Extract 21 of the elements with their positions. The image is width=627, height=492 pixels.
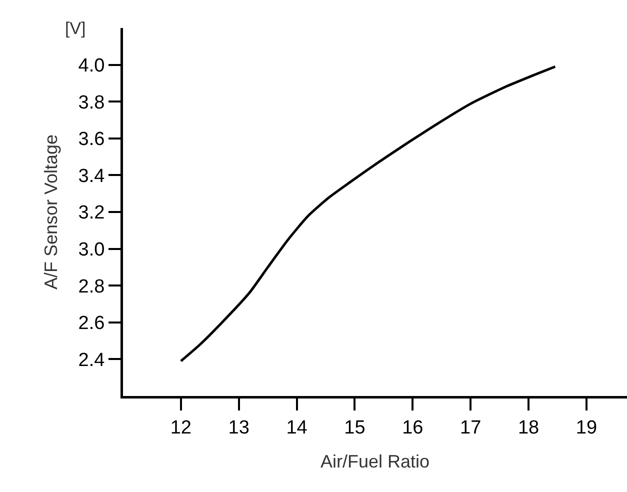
x-tick-label: 12 <box>170 417 192 438</box>
x-tick-label: 16 <box>402 417 424 438</box>
y-tick-label: 3.8 <box>78 92 105 114</box>
x-tick-label: 17 <box>460 417 482 438</box>
x-axis-title: Air/Fuel Ratio <box>320 452 430 472</box>
y-tick-label: 2.4 <box>78 350 106 371</box>
x-tick-label: 14 <box>286 417 308 438</box>
y-tick-label: 2.8 <box>78 276 105 298</box>
y-tick-label: 3.2 <box>78 202 105 224</box>
y-tick-label: 3.4 <box>78 166 106 187</box>
text: [V] <box>65 19 86 38</box>
y-tick-label: 3.0 <box>78 239 105 260</box>
x-tick-label: 15 <box>344 417 366 438</box>
line-series <box>180 65 556 362</box>
y-axis-title: A/F Sensor Voltage <box>41 134 62 290</box>
x-tick-label: 13 <box>228 417 250 438</box>
y-tick-label: 2.6 <box>78 313 105 334</box>
y-tick-label: 3.6 <box>78 129 105 150</box>
x-tick-label: 18 <box>518 417 540 438</box>
x-tick-label: 19 <box>576 417 598 438</box>
y-tick-label: 4.0 <box>78 55 105 76</box>
